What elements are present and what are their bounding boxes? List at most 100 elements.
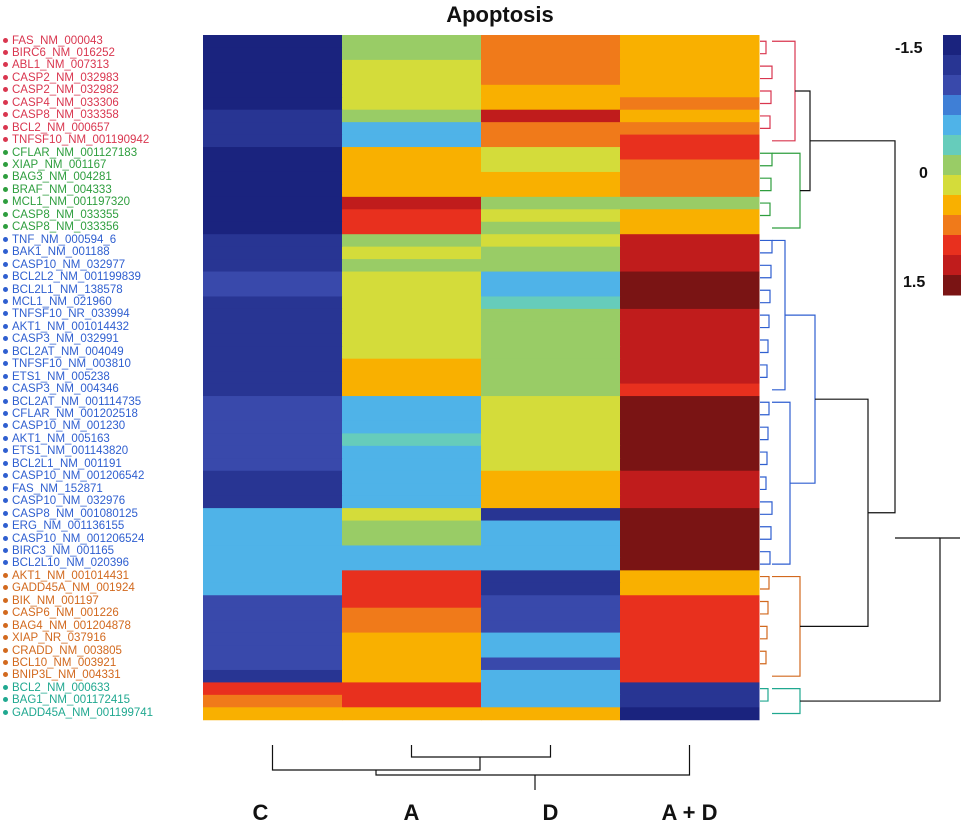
gene-name: AKT1_NM_001014431 [12,569,129,582]
colorbar-segment [943,155,961,176]
gene-name: CASP10_NM_032977 [12,258,126,271]
heatmap-cell [620,259,760,273]
bullet-icon [3,274,8,280]
row-label: GADD45A_NM_001924 [3,583,135,594]
row-label: BAG1_NM_001172415 [3,695,130,706]
heatmap-cell [620,35,760,48]
heatmap-cell [481,346,621,360]
column-label: A [403,800,420,825]
gene-name: BAG1_NM_001172415 [12,694,131,707]
gene-name: XIAP_NR_037916 [12,632,106,645]
colorbar-tick-label: 0 [919,165,928,182]
heatmap-cell [203,47,343,61]
heatmap-cell [342,284,482,297]
heatmap-cell [203,445,343,459]
dendrogram-branch [760,476,767,491]
heatmap-cell [203,35,343,48]
gene-name: CFLAR_NM_001202518 [12,408,138,420]
bullet-icon [3,660,8,665]
colorbar-segment [943,115,961,136]
heatmap-cell [342,383,482,397]
gene-name: AKT1_NM_001014432 [12,320,129,333]
bullet-icon [3,361,8,367]
heatmap-cell [481,545,621,559]
heatmap-cell [620,483,760,497]
heatmap-cell [203,308,343,322]
heatmap-cell [620,694,760,708]
heatmap-cell [481,35,621,48]
row-label: CASP8_NM_001080125 [3,508,138,520]
row-label: XIAP_NR_037916 [3,632,106,645]
heatmap-cell [342,72,482,86]
heatmap-cell [481,333,621,347]
dendrogram-branch [772,401,791,565]
bullet-icon [3,236,8,242]
bullet-icon [3,560,8,566]
dendrogram-branch [772,40,796,142]
colorbar-segment [943,235,961,256]
heatmap-cell [620,632,760,646]
bullet-icon [3,485,8,491]
heatmap-cell [620,682,760,696]
gene-name: BRAF_NM_004333 [12,183,112,196]
heatmap-cell [203,59,343,73]
gene-name: XIAP_NM_001167 [12,159,107,171]
row-label: ETS1_NM_005238 [3,371,110,383]
bullet-icon [3,523,8,529]
row-label: ETS1_NM_001143820 [3,446,128,457]
heatmap-cell [620,221,760,235]
row-label: CASP10_NM_001206524 [3,532,145,545]
bullet-icon [3,224,8,230]
heatmap-cell [481,296,621,310]
column-label: C [252,800,269,825]
heatmap-cell [342,570,482,584]
heatmap-cell [203,694,343,708]
heatmap-cell [620,184,760,198]
gene-name: GADD45A_NM_001924 [12,582,135,595]
gene-name: ETS1_NM_001143820 [12,445,129,458]
heatmap-cell [620,582,760,596]
gene-name: MCL1_NM_001197320 [12,196,131,209]
gene-name: BIK_NM_001197 [12,594,99,607]
heatmap-cell [481,707,621,721]
heatmap-cell [342,557,482,571]
bullet-icon [3,249,8,255]
row-label: BCL2L2_NM_001199839 [3,271,141,283]
bullet-icon [3,323,8,329]
bullet-icon [3,62,8,68]
heatmap-cell [203,520,343,534]
row-label: CFLAR_NM_001127183 [3,147,137,159]
gene-name: CASP10_NM_001206524 [12,532,145,545]
heatmap-cell [342,657,482,671]
heatmap-cell [481,246,621,260]
gene-name: BAG4_NM_001204878 [12,619,131,632]
dendrogram-branch [760,289,771,304]
bullet-icon [3,87,8,93]
colorbar-segment [943,95,961,116]
heatmap-cell [481,483,621,497]
heatmap-cell [203,84,343,98]
heatmap-cell [203,284,343,297]
heatmap-cell [620,333,760,347]
bullet-icon [3,498,8,504]
heatmap-cell [342,682,482,696]
bullet-icon [3,211,8,217]
colorbar-segment [943,175,961,196]
heatmap-cell [481,495,621,509]
heatmap-cell [481,308,621,322]
heatmap-cell [342,371,482,385]
gene-name: BCL2L1_NM_001191 [12,457,122,470]
heatmap-cell [203,109,343,123]
heatmap-cell [203,582,343,596]
chart-title: Apoptosis [446,2,554,27]
heatmap-cell [342,445,482,459]
heatmap-cell [620,458,760,472]
heatmap-cell [620,420,760,434]
dendrogram-branch [760,688,769,702]
heatmap-cell [620,109,760,123]
heatmap-cell [203,533,343,546]
row-label: BNIP3L_NM_004331 [3,670,121,681]
colorbar-tick-label: 1.5 [903,274,926,291]
gene-name: TNFSF10_NM_003810 [12,358,131,371]
heatmap-cell [203,557,343,571]
